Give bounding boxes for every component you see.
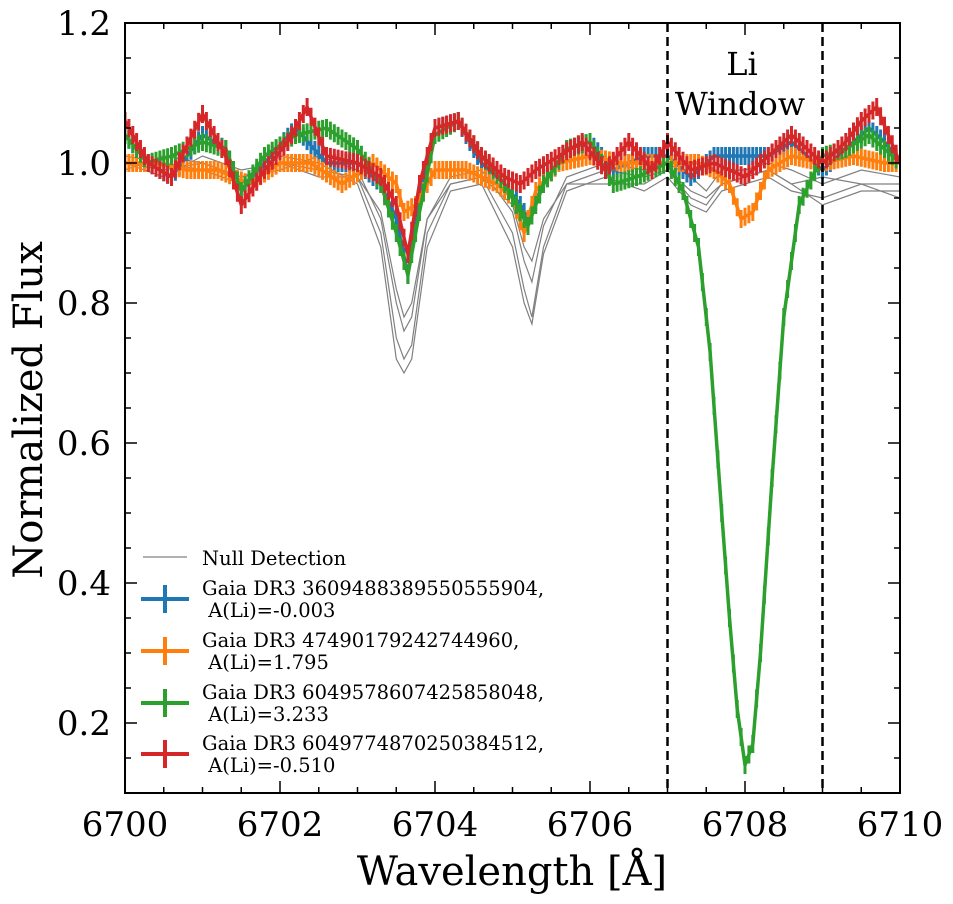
- x-tick-label: 6700: [82, 805, 169, 845]
- x-tick-label: 6704: [392, 805, 479, 845]
- legend-sublabel-3: A(Li)=3.233: [202, 703, 329, 726]
- legend: Null Detection Gaia DR3 3609488389550555…: [141, 547, 544, 777]
- legend-label-3: Gaia DR3 6049578607425858048,: [202, 681, 544, 704]
- x-axis-title: Wavelength [Å]: [357, 848, 667, 895]
- legend-entry-2: Gaia DR3 47490179242744960, A(Li)=1.795: [141, 629, 519, 674]
- y-tick-label: 0.8: [57, 284, 111, 324]
- y-tick-label: 1.2: [57, 4, 111, 44]
- y-tick-label: 0.4: [57, 564, 111, 604]
- y-tick-label: 0.2: [57, 704, 111, 744]
- legend-sublabel-4: A(Li)=-0.510: [202, 754, 335, 777]
- legend-label-null: Null Detection: [202, 547, 347, 570]
- y-tick-label: 0.6: [57, 424, 111, 464]
- series-4-line: [125, 105, 900, 256]
- x-tick-label: 6710: [857, 805, 944, 845]
- series-2-line: [125, 154, 900, 235]
- legend-label-1: Gaia DR3 3609488389550555904,: [202, 577, 544, 600]
- legend-entry-4: Gaia DR3 6049774870250384512, A(Li)=-0.5…: [141, 732, 544, 777]
- series-4: [125, 98, 900, 263]
- legend-entry-1: Gaia DR3 3609488389550555904, A(Li)=-0.0…: [141, 577, 544, 622]
- x-tick-label: 6706: [547, 805, 634, 845]
- x-tick-label: 6708: [702, 805, 789, 845]
- legend-label-2: Gaia DR3 47490179242744960,: [202, 629, 519, 652]
- y-tick-label: 1.0: [57, 144, 111, 184]
- legend-sublabel-2: A(Li)=1.795: [202, 651, 329, 674]
- legend-sublabel-1: A(Li)=-0.003: [202, 599, 335, 622]
- legend-label-4: Gaia DR3 6049774870250384512,: [202, 732, 544, 755]
- legend-entry-3: Gaia DR3 6049578607425858048, A(Li)=3.23…: [141, 681, 544, 726]
- x-tick-label: 6702: [237, 805, 324, 845]
- y-axis-title: Normalized Flux: [6, 241, 52, 579]
- annotation-line-1: Li: [726, 45, 757, 83]
- annotation-line-2: Window: [675, 85, 805, 123]
